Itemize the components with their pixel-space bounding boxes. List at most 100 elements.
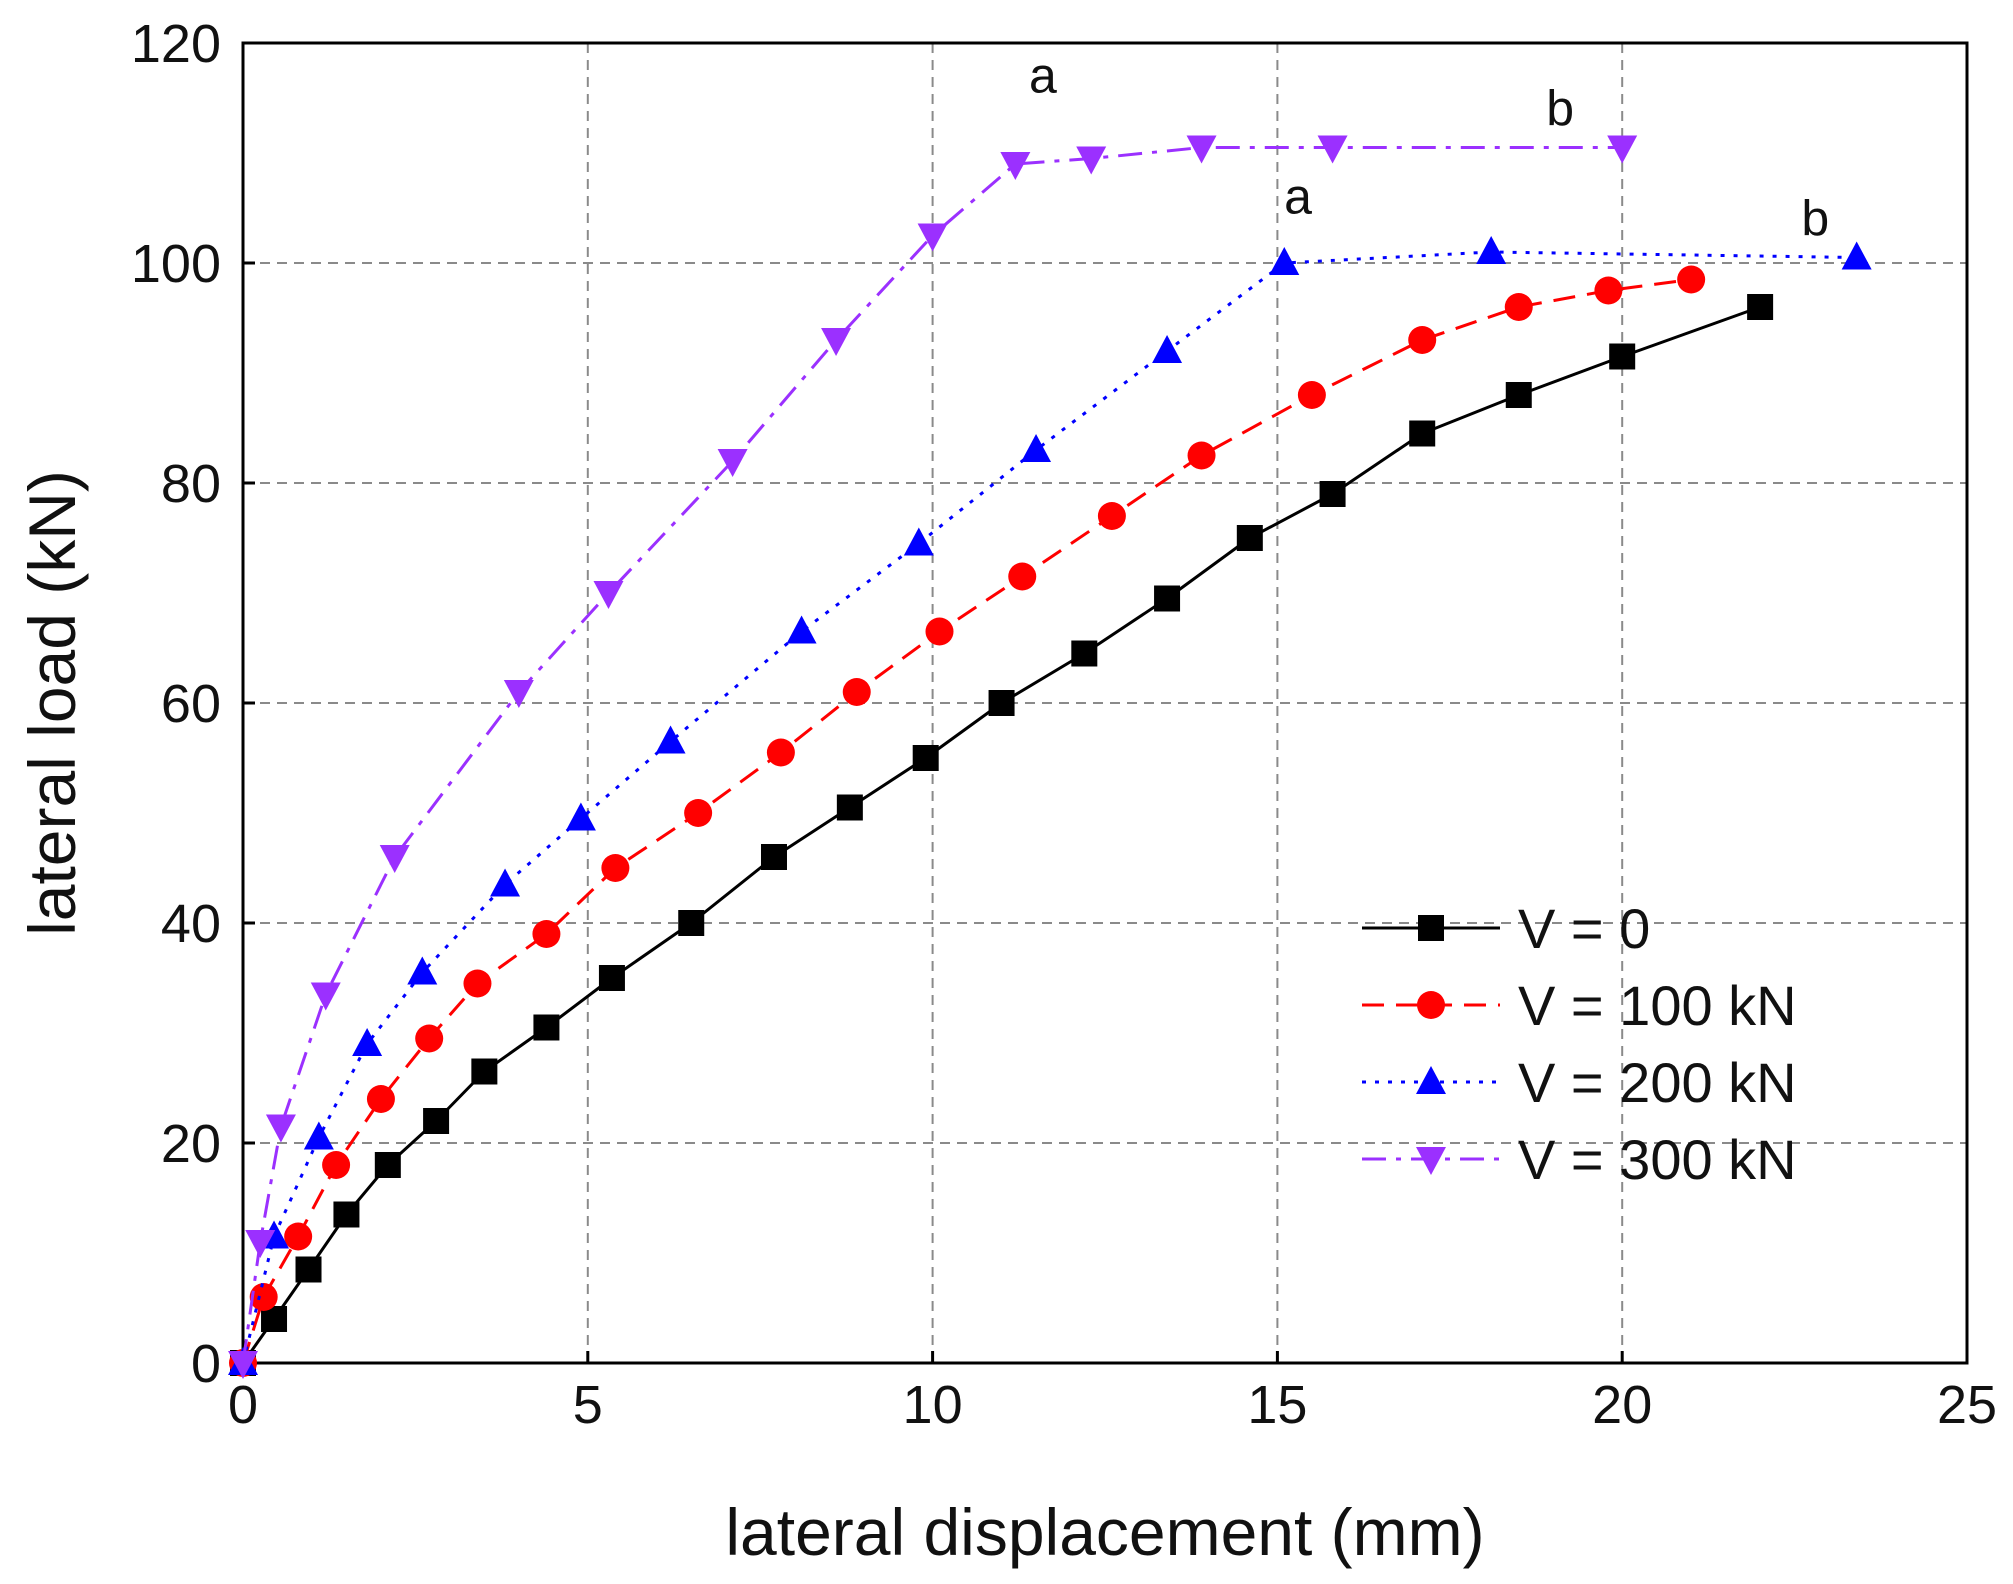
x-tick-label: 20 [1592,1375,1652,1435]
data-point [471,1058,498,1085]
data-point [1747,294,1774,320]
y-tick-label: 0 [191,1334,221,1394]
data-point [463,969,492,998]
data-point [407,956,438,985]
data-point [912,745,939,771]
series-3 [228,236,1872,1375]
data-point [333,1201,360,1228]
data-point [684,799,713,827]
y-tick-label: 40 [161,894,221,954]
data-point [352,1028,383,1056]
annotation-label: b [1801,191,1829,247]
x-tick-label: 5 [573,1375,603,1435]
legend-item: V = 200 kN [1362,1051,1797,1114]
data-point [249,1283,278,1311]
data-point [1154,585,1181,612]
data-point [490,868,521,897]
legend-item: V = 0 [1362,897,1650,960]
data-point [903,527,934,556]
data-point [366,1085,395,1113]
y-axis-title: lateral load (kN) [15,470,89,936]
data-point [322,1151,351,1179]
legend-marker [1418,915,1444,941]
data-point [593,581,624,609]
data-point [1409,420,1436,447]
legend-marker [1416,1066,1446,1094]
data-point [245,1230,276,1258]
data-point [1317,135,1348,164]
legend-label: V = 300 kN [1518,1128,1797,1191]
data-point [310,982,341,1011]
series-group [228,135,1872,1379]
data-point [717,449,748,477]
data-point [1319,481,1346,507]
data-point [1476,236,1507,264]
data-point [415,1024,444,1053]
data-point [303,1121,334,1150]
y-tick-label: 100 [131,234,221,294]
data-point [1297,381,1326,409]
data-point [1504,293,1533,321]
x-tick-label: 0 [228,1375,258,1435]
data-point [1076,146,1107,175]
data-point [1594,276,1623,305]
data-point [598,965,625,991]
series-1 [230,294,1774,1376]
legend: V = 0 V = 100 kN V = 200 kN V = 300 kN [1362,897,1797,1191]
data-point [925,617,954,646]
series-line [241,305,1761,1364]
data-point [1152,335,1183,363]
annotation-label: a [1284,169,1312,225]
y-tick-label: 60 [161,674,221,734]
x-tick-label: 15 [1247,1375,1307,1435]
data-point [228,1351,258,1379]
data-point [423,1108,450,1134]
data-point [601,854,630,882]
data-point [533,1014,560,1041]
data-point [565,802,596,831]
data-point [1609,343,1636,370]
data-point [836,794,863,821]
grid [243,43,1967,1363]
data-point [678,910,705,936]
data-point [532,920,561,948]
y-tick-label: 80 [161,454,221,514]
data-point [1187,441,1216,470]
data-point [786,615,817,644]
data-point [1677,265,1706,294]
series-line [241,250,1857,1364]
legend-label: V = 0 [1518,897,1650,960]
y-tick-label: 20 [161,1114,221,1174]
data-point [374,1152,401,1178]
data-point [1000,152,1031,180]
series-4 [228,135,1638,1379]
data-point [1505,382,1532,408]
data-point [1236,525,1263,551]
data-point [1097,502,1126,530]
data-point [1186,135,1217,164]
data-point [766,738,795,767]
x-tick-label: 10 [903,1375,963,1435]
data-point [1607,135,1638,164]
data-point [917,223,948,252]
legend-item: V = 100 kN [1362,974,1797,1037]
x-tick-label: 25 [1937,1375,1997,1435]
legend-marker [1416,1147,1446,1175]
data-point [1071,640,1098,667]
data-point [1408,326,1437,354]
legend-marker [1417,991,1445,1019]
data-point [655,725,686,754]
annotation-label: a [1029,48,1057,104]
data-point [1008,562,1037,591]
data-point [988,690,1015,716]
data-point [821,328,852,356]
annotation-label: b [1546,81,1574,137]
data-point [1269,247,1300,275]
legend-item: V = 300 kN [1362,1128,1797,1191]
data-point [284,1222,313,1251]
legend-label: V = 100 kN [1518,974,1797,1037]
annotations: a b a b [1029,48,1829,247]
x-axis-title: lateral displacement (mm) [725,1495,1484,1569]
axis-ticks: 0 5 10 15 20 25 0 20 40 60 80 100 120 [131,14,1997,1435]
